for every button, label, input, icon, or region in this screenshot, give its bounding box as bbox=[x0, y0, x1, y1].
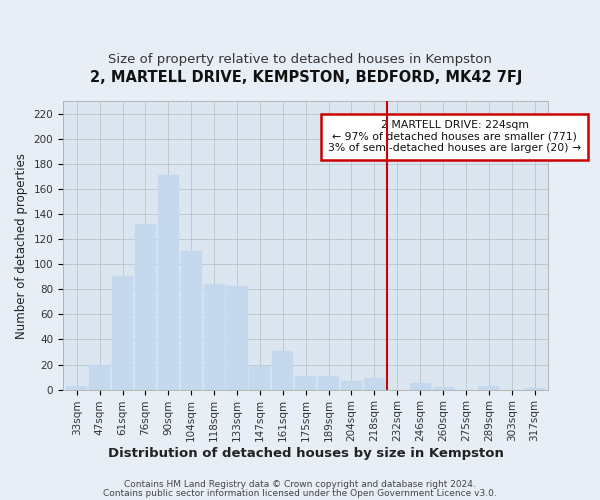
Bar bbox=[135, 224, 156, 390]
Bar bbox=[410, 384, 431, 390]
Text: Contains public sector information licensed under the Open Government Licence v3: Contains public sector information licen… bbox=[103, 488, 497, 498]
Bar bbox=[158, 176, 179, 390]
Bar bbox=[112, 276, 133, 390]
Bar bbox=[250, 366, 271, 390]
Bar bbox=[295, 376, 316, 390]
Bar bbox=[272, 351, 293, 390]
Text: Size of property relative to detached houses in Kempston: Size of property relative to detached ho… bbox=[108, 52, 492, 66]
Bar bbox=[524, 388, 545, 390]
Bar bbox=[226, 286, 248, 390]
Bar bbox=[341, 381, 362, 390]
Bar bbox=[66, 386, 87, 390]
Bar bbox=[203, 284, 224, 390]
Bar bbox=[433, 387, 454, 390]
Title: 2, MARTELL DRIVE, KEMPSTON, BEDFORD, MK42 7FJ: 2, MARTELL DRIVE, KEMPSTON, BEDFORD, MK4… bbox=[89, 70, 522, 85]
Text: Contains HM Land Registry data © Crown copyright and database right 2024.: Contains HM Land Registry data © Crown c… bbox=[124, 480, 476, 489]
Bar bbox=[364, 378, 385, 390]
Y-axis label: Number of detached properties: Number of detached properties bbox=[15, 152, 28, 338]
X-axis label: Distribution of detached houses by size in Kempston: Distribution of detached houses by size … bbox=[108, 447, 503, 460]
Text: 2 MARTELL DRIVE: 224sqm
← 97% of detached houses are smaller (771)
3% of semi-de: 2 MARTELL DRIVE: 224sqm ← 97% of detache… bbox=[328, 120, 581, 154]
Bar bbox=[89, 364, 110, 390]
Bar bbox=[181, 250, 202, 390]
Bar bbox=[318, 376, 339, 390]
Bar bbox=[478, 386, 499, 390]
